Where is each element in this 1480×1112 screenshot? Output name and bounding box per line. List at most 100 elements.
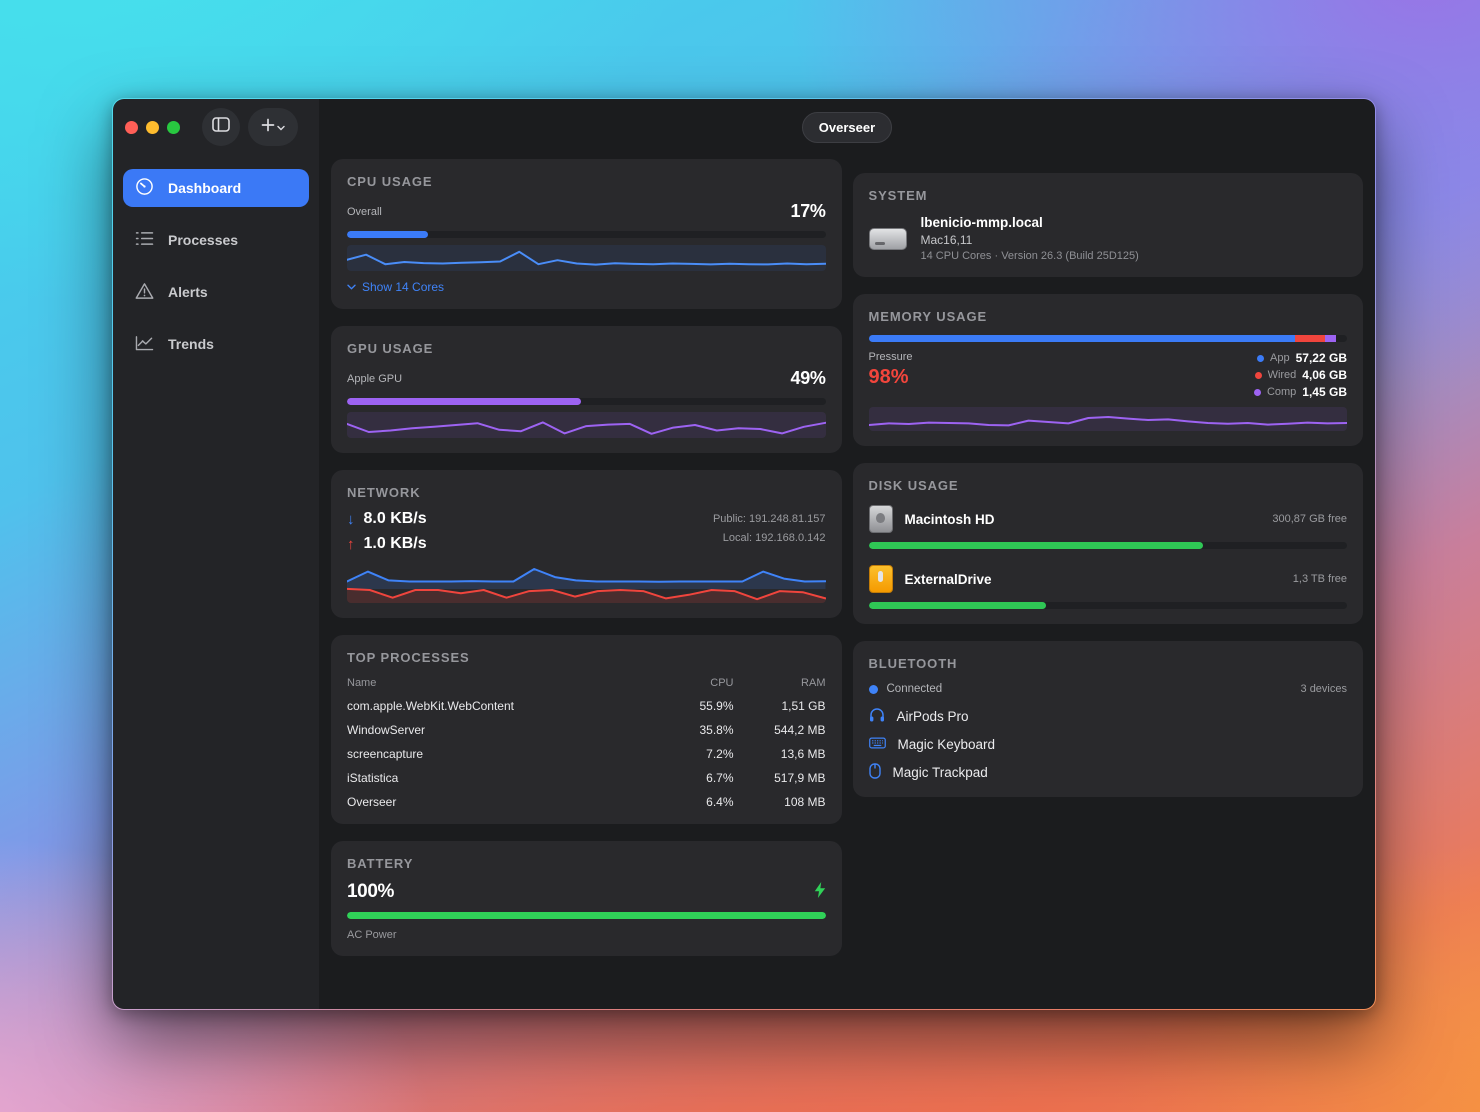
legend-value: 57,22 GB: [1295, 351, 1347, 365]
bluetooth-card: BLUETOOTH Connected 3 devices: [852, 641, 1363, 797]
window-title: Overseer: [801, 111, 893, 143]
dashboard-content: CPU USAGE Overall 17% Show 14 Cores: [319, 155, 1375, 968]
left-column: CPU USAGE Overall 17% Show 14 Cores: [331, 159, 842, 956]
process-cpu: 7.2%: [706, 747, 734, 761]
process-ram: 544,2 MB: [774, 723, 826, 737]
sidebar-nav: Dashboard Processes Aler: [113, 155, 319, 377]
battery-progress-bar: [347, 912, 826, 919]
process-ram: 108 MB: [784, 795, 826, 809]
process-cpu: 35.8%: [699, 723, 734, 737]
system-details: 14 CPU Cores · Version 26.3 (Build 25D12…: [920, 250, 1139, 262]
warning-triangle-icon: [135, 282, 154, 303]
memory-legend: App 57,22 GB Wired 4,06 GB Comp: [1253, 351, 1347, 399]
sidebar-item-processes[interactable]: Processes: [123, 221, 309, 259]
add-window-button[interactable]: [248, 108, 298, 146]
process-ram: 517,9 MB: [774, 771, 826, 785]
download-sparkline: [347, 563, 826, 589]
sidebar-toggle-icon: [212, 117, 230, 137]
chevron-down-icon: [347, 282, 356, 293]
device-count: 3 devices: [1300, 683, 1347, 695]
process-table: Name CPU RAM com.apple.WebKit.WebContent…: [347, 677, 826, 809]
device-name: AirPods Pro: [896, 709, 969, 724]
memory-sparkline: [868, 407, 1347, 431]
sidebar-titlebar: [113, 99, 319, 155]
legend-label: Comp: [1266, 386, 1297, 398]
charging-bolt-icon: [814, 881, 826, 903]
app-legend-dot: [1257, 354, 1265, 362]
card-title: DISK USAGE: [868, 478, 959, 493]
gpu-usage-card: GPU USAGE Apple GPU 49%: [331, 326, 842, 453]
sidebar-item-dashboard[interactable]: Dashboard: [123, 169, 309, 207]
card-title: GPU USAGE: [347, 341, 434, 356]
plus-icon: [261, 118, 275, 137]
card-title: BATTERY: [347, 856, 414, 871]
card-title: CPU USAGE: [347, 174, 433, 189]
disk-row: ExternalDrive 1,3 TB free: [868, 565, 1347, 609]
window-controls: [125, 120, 180, 134]
sidebar-item-label: Dashboard: [168, 180, 242, 196]
trend-chart-icon: [135, 334, 154, 354]
cpu-usage-card: CPU USAGE Overall 17% Show 14 Cores: [331, 159, 842, 309]
process-name: screencapture: [347, 747, 424, 761]
cpu-overall-value: 17%: [790, 201, 826, 221]
device-name: Magic Trackpad: [892, 765, 988, 780]
upload-sparkline: [347, 577, 826, 603]
mac-mini-icon: [868, 227, 907, 250]
gpu-progress-bar: [347, 398, 826, 405]
chevron-down-icon: [277, 118, 285, 136]
memory-usage-card: MEMORY USAGE Pressure 98%: [852, 294, 1363, 446]
legend-value: 4,06 GB: [1302, 368, 1347, 382]
cpu-sparkline: [347, 245, 826, 271]
process-cpu: 55.9%: [699, 699, 734, 713]
disk-name: Macintosh HD: [904, 511, 995, 527]
card-title: MEMORY USAGE: [868, 309, 988, 324]
disk-free-space: 1,3 TB free: [1292, 573, 1347, 585]
gpu-value: 49%: [790, 368, 826, 388]
trackpad-icon: [868, 763, 881, 782]
card-title: SYSTEM: [868, 188, 928, 203]
battery-status: AC Power: [347, 929, 397, 941]
sidebar-item-label: Trends: [168, 336, 214, 352]
model-identifier: Mac16,11: [920, 233, 973, 247]
zoom-button[interactable]: [167, 120, 180, 134]
sidebar-item-trends[interactable]: Trends: [123, 325, 309, 363]
legend-value: 1,45 GB: [1302, 385, 1347, 399]
connected-status-dot: [868, 684, 878, 694]
device-name: Magic Keyboard: [897, 737, 996, 752]
battery-card: BATTERY 100% AC Power: [331, 841, 842, 956]
pressure-label: Pressure: [868, 351, 913, 363]
hostname: lbenicio-mmp.local: [920, 215, 1043, 230]
sidebar-item-alerts[interactable]: Alerts: [123, 273, 309, 311]
local-ip: Local: 192.168.0.142: [722, 531, 826, 544]
comp-legend-dot: [1253, 388, 1261, 396]
top-processes-card: TOP PROCESSES Name CPU RAM com.apple.Web…: [331, 635, 842, 824]
disk-usage-card: DISK USAGE Macintosh HD 300,87 GB free: [852, 463, 1363, 624]
memory-stacked-bar: [868, 335, 1347, 342]
show-cores-link[interactable]: Show 14 Cores: [347, 280, 826, 294]
network-card: NETWORK ↓ 8.0 KB/s ↑ 1.0 KB/s: [331, 470, 842, 618]
process-cpu: 6.7%: [706, 771, 734, 785]
disk-progress-bar: [868, 602, 1347, 609]
bluetooth-device-row: Magic Trackpad: [868, 763, 1348, 782]
external-drive-icon: [868, 565, 893, 593]
column-header-cpu: CPU: [710, 677, 734, 689]
system-card: SYSTEM lbenicio-mmp.local Mac16,11 14 CP…: [852, 173, 1363, 277]
card-title: NETWORK: [347, 485, 421, 500]
process-name: WindowServer: [347, 723, 426, 737]
process-name: Overseer: [347, 795, 397, 809]
internal-drive-icon: [868, 505, 893, 533]
legend-label: Wired: [1267, 369, 1297, 381]
toggle-sidebar-button[interactable]: [202, 108, 240, 146]
pressure-value: 98%: [868, 366, 909, 388]
bluetooth-device-list: AirPods Pro Magic Ke: [868, 707, 1348, 782]
process-ram: 1,51 GB: [781, 699, 826, 713]
headphones-icon: [869, 707, 885, 726]
bluetooth-device-row: Magic Keyboard: [868, 737, 1348, 752]
main-titlebar: Overseer: [319, 99, 1375, 155]
cpu-progress-bar: [347, 231, 826, 238]
upload-arrow-icon: ↑: [347, 535, 355, 553]
minimize-button[interactable]: [146, 120, 159, 134]
bluetooth-status: Connected: [886, 683, 943, 695]
sidebar: Dashboard Processes Aler: [113, 99, 319, 1009]
close-button[interactable]: [125, 120, 138, 134]
